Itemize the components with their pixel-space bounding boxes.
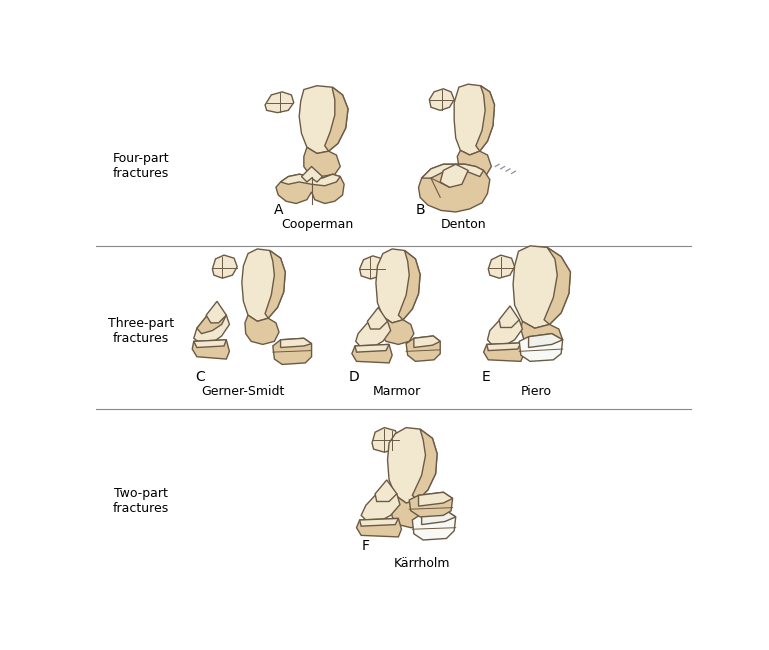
Polygon shape xyxy=(375,480,397,502)
Polygon shape xyxy=(355,344,389,352)
Polygon shape xyxy=(194,340,226,348)
Polygon shape xyxy=(406,336,440,361)
Polygon shape xyxy=(325,87,348,151)
Polygon shape xyxy=(429,89,454,111)
Polygon shape xyxy=(368,307,388,329)
Polygon shape xyxy=(409,492,453,517)
Polygon shape xyxy=(360,519,398,526)
Polygon shape xyxy=(513,246,571,328)
Text: B: B xyxy=(415,203,425,218)
Polygon shape xyxy=(361,491,400,521)
Polygon shape xyxy=(304,148,340,177)
Text: E: E xyxy=(482,370,491,384)
Polygon shape xyxy=(281,174,340,186)
Text: C: C xyxy=(195,370,205,384)
Polygon shape xyxy=(528,333,563,348)
Polygon shape xyxy=(265,92,294,112)
Polygon shape xyxy=(521,321,563,352)
Polygon shape xyxy=(544,248,571,324)
Polygon shape xyxy=(388,428,437,503)
Text: Three-part
fractures: Three-part fractures xyxy=(108,317,174,345)
Polygon shape xyxy=(299,86,348,153)
Text: Kärrholm: Kärrholm xyxy=(394,556,450,569)
Text: Gerner-Smidt: Gerner-Smidt xyxy=(201,385,285,398)
Polygon shape xyxy=(418,164,490,212)
Text: F: F xyxy=(361,539,369,553)
Polygon shape xyxy=(398,250,420,320)
Polygon shape xyxy=(519,333,563,361)
Polygon shape xyxy=(197,313,226,333)
Polygon shape xyxy=(488,255,514,278)
Polygon shape xyxy=(454,84,494,155)
Polygon shape xyxy=(281,338,311,348)
Text: Marmor: Marmor xyxy=(373,385,421,398)
Text: Denton: Denton xyxy=(441,218,486,231)
Polygon shape xyxy=(476,86,494,151)
Polygon shape xyxy=(412,511,456,540)
Polygon shape xyxy=(241,249,285,321)
Polygon shape xyxy=(245,315,279,344)
Polygon shape xyxy=(484,343,524,361)
Polygon shape xyxy=(192,340,229,359)
Polygon shape xyxy=(356,318,391,348)
Polygon shape xyxy=(418,492,453,506)
Polygon shape xyxy=(421,511,456,525)
Polygon shape xyxy=(194,313,229,344)
Polygon shape xyxy=(372,428,400,452)
Polygon shape xyxy=(206,302,226,323)
Polygon shape xyxy=(352,344,392,363)
Polygon shape xyxy=(458,150,491,177)
Text: D: D xyxy=(349,370,360,384)
Polygon shape xyxy=(440,164,468,187)
Polygon shape xyxy=(380,317,414,345)
Polygon shape xyxy=(391,495,429,528)
Text: Piero: Piero xyxy=(521,385,552,398)
Text: Cooperman: Cooperman xyxy=(281,218,353,231)
Polygon shape xyxy=(360,256,386,279)
Text: A: A xyxy=(275,203,284,218)
Polygon shape xyxy=(212,255,237,278)
Polygon shape xyxy=(412,429,437,500)
Polygon shape xyxy=(421,164,484,178)
Polygon shape xyxy=(499,306,519,328)
Text: Two-part
fractures: Two-part fractures xyxy=(113,487,169,515)
Text: Four-part
fractures: Four-part fractures xyxy=(112,151,169,179)
Polygon shape xyxy=(487,343,521,350)
Polygon shape xyxy=(273,338,311,365)
Polygon shape xyxy=(265,250,285,318)
Polygon shape xyxy=(357,519,401,537)
Polygon shape xyxy=(414,336,440,348)
Polygon shape xyxy=(376,249,420,323)
Polygon shape xyxy=(488,317,522,346)
Polygon shape xyxy=(301,166,322,182)
Polygon shape xyxy=(276,174,344,203)
